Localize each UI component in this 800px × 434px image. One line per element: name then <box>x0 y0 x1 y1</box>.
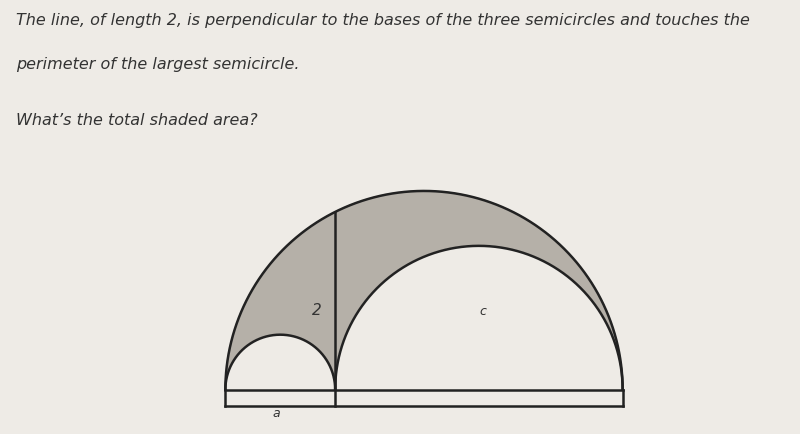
Text: perimeter of the largest semicircle.: perimeter of the largest semicircle. <box>16 56 299 71</box>
Text: The line, of length 2, is perpendicular to the bases of the three semicircles an: The line, of length 2, is perpendicular … <box>16 13 750 28</box>
Polygon shape <box>226 335 335 390</box>
Polygon shape <box>335 246 622 390</box>
Text: a: a <box>272 406 280 419</box>
Text: c: c <box>480 304 486 317</box>
Text: What’s the total shaded area?: What’s the total shaded area? <box>16 113 258 128</box>
Text: 2: 2 <box>312 302 322 317</box>
Polygon shape <box>226 191 622 390</box>
